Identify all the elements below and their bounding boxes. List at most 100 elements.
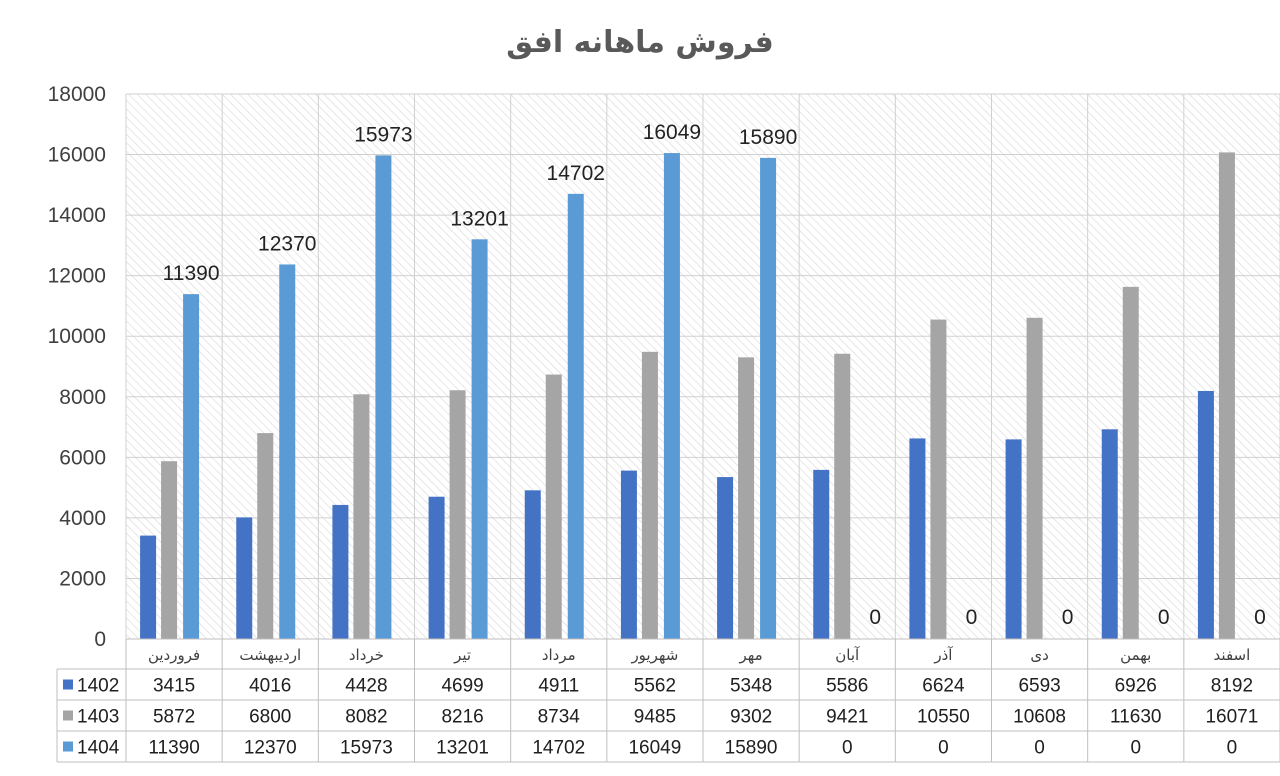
category-label: تیر — [453, 646, 471, 664]
table-value: 3415 — [153, 676, 195, 697]
table-value: 5348 — [730, 676, 772, 697]
bar — [1026, 317, 1043, 639]
series-name: 1404 — [77, 738, 120, 759]
category-label: فروردین — [148, 646, 200, 664]
y-tick-label: 10000 — [48, 325, 106, 348]
series-name: 1402 — [77, 676, 119, 697]
y-tick-label: 16000 — [48, 144, 106, 167]
data-label: 0 — [966, 606, 978, 629]
data-label: 0 — [869, 606, 881, 629]
bar — [930, 319, 947, 639]
bar — [471, 239, 488, 640]
bar — [813, 469, 830, 639]
bar — [449, 390, 466, 639]
bar — [909, 438, 926, 639]
category-label: آذر — [933, 646, 953, 664]
table-value: 6800 — [249, 707, 291, 728]
y-tick-label: 0 — [94, 628, 106, 651]
table-value: 11390 — [148, 738, 199, 759]
data-label: 15973 — [354, 123, 412, 146]
y-tick-label: 4000 — [59, 507, 106, 530]
table-value: 14702 — [532, 738, 585, 759]
table-value: 0 — [938, 738, 949, 759]
table-value: 0 — [1130, 738, 1141, 759]
bar — [353, 394, 370, 639]
bars — [140, 152, 1235, 640]
data-label: 13201 — [450, 207, 508, 230]
bar — [183, 294, 200, 639]
table-value: 10608 — [1013, 707, 1066, 728]
bar — [140, 535, 157, 639]
table-value: 6926 — [1115, 676, 1157, 697]
table-value: 15890 — [725, 738, 778, 759]
bar — [236, 517, 253, 639]
table-value: 16049 — [628, 738, 681, 759]
y-tick-label: 18000 — [48, 83, 106, 106]
table-value: 4699 — [441, 676, 483, 697]
legend-key — [63, 710, 73, 721]
category-label: شهریور — [630, 646, 678, 664]
legend-key — [63, 741, 73, 752]
table-value: 0 — [842, 738, 853, 759]
data-label: 15890 — [739, 126, 797, 149]
table-value: 5562 — [634, 676, 676, 697]
bar — [545, 374, 562, 639]
table-value: 4016 — [249, 676, 291, 697]
bar — [738, 357, 755, 639]
y-tick-label: 8000 — [59, 386, 106, 409]
table-value: 6624 — [922, 676, 965, 697]
bar — [834, 353, 851, 639]
y-axis: 0 2000 4000 6000 8000 10000 12000 14000 16000 180… — [48, 83, 106, 651]
table-value: 0 — [1034, 738, 1045, 759]
category-label: مهر — [738, 646, 762, 664]
table-value: 8192 — [1211, 676, 1253, 697]
bar — [257, 433, 274, 639]
bar — [1218, 152, 1235, 640]
data-label: 14702 — [547, 162, 605, 185]
bar — [524, 490, 541, 639]
legend-key — [63, 679, 73, 690]
table-value: 8734 — [538, 707, 581, 728]
bar — [1005, 439, 1022, 639]
category-label: بهمن — [1120, 646, 1151, 664]
table-value: 5872 — [153, 707, 195, 728]
category-label: دی — [1030, 646, 1048, 664]
bar — [567, 193, 584, 639]
table-value: 10550 — [917, 707, 970, 728]
table-value: 11630 — [1110, 707, 1161, 728]
data-label: 12370 — [258, 232, 316, 255]
series-name: 1403 — [77, 707, 119, 728]
data-labels: 11390 12370 15973 13201 14702 16049 15890 0 0 0 0 0 — [163, 121, 1266, 629]
table-value: 9421 — [826, 707, 868, 728]
data-label: 0 — [1062, 606, 1074, 629]
table-value: 5586 — [826, 676, 868, 697]
chart-title: فروش ماهانه افق — [506, 25, 774, 60]
table-value: 13201 — [436, 738, 489, 759]
bar — [620, 470, 637, 639]
category-label: آبان — [835, 646, 860, 664]
bar — [161, 461, 178, 639]
bar — [428, 496, 445, 639]
bar — [663, 153, 680, 639]
y-tick-label: 6000 — [59, 446, 106, 469]
data-label: 16049 — [643, 121, 701, 144]
data-table: فروردین اردیبهشت خرداد تیر مرداد شهریور مهر آبا… — [56, 638, 1280, 763]
y-tick-label: 12000 — [48, 265, 106, 288]
table-value: 15973 — [340, 738, 393, 759]
data-label: 11390 — [163, 262, 220, 285]
table-value: 16071 — [1205, 707, 1258, 728]
category-label: اردیبهشت — [239, 646, 301, 664]
table-value: 9485 — [634, 707, 676, 728]
bar — [717, 477, 734, 639]
category-label: مرداد — [542, 646, 576, 664]
gridlines — [125, 93, 1280, 640]
y-tick-label: 2000 — [59, 567, 106, 590]
bar — [332, 504, 349, 639]
table-value: 6593 — [1018, 676, 1060, 697]
bar — [1101, 429, 1118, 639]
table-value: 0 — [1227, 738, 1238, 759]
table-value: 9302 — [730, 707, 772, 728]
table-value: 4911 — [538, 676, 579, 697]
